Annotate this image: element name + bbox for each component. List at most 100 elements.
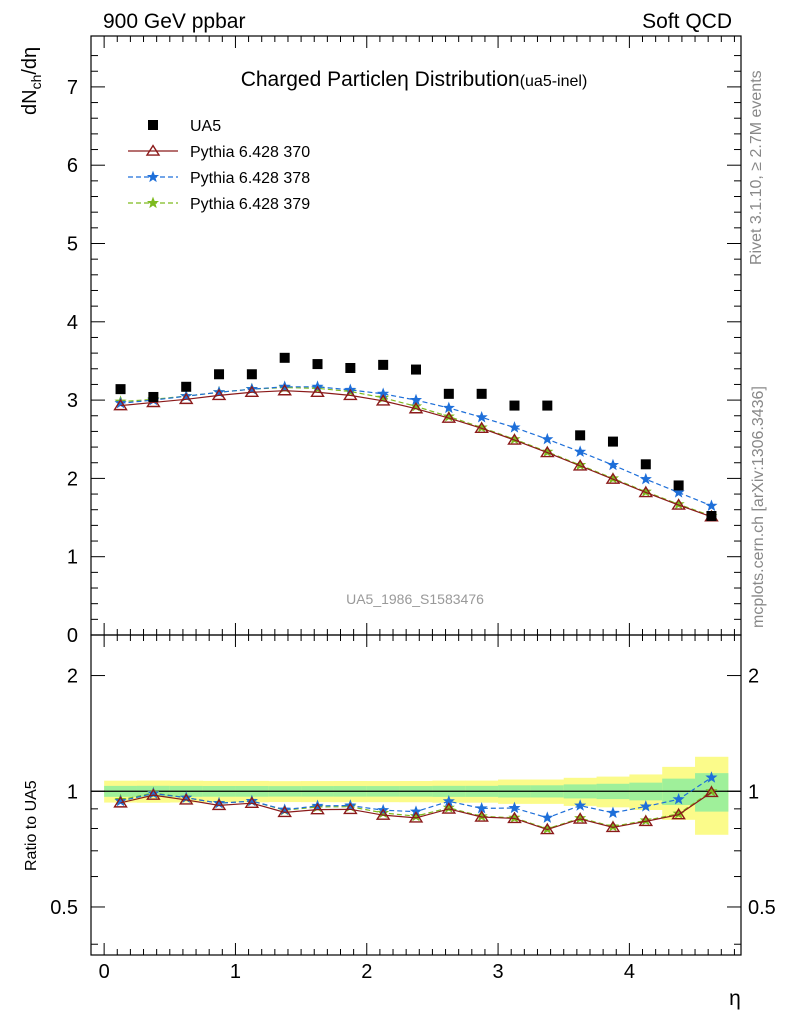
ratio-tick-label-left: 1 <box>67 781 78 803</box>
ratio-point-2 <box>475 810 488 822</box>
legend-label-2: Pythia 6.428 379 <box>190 196 310 213</box>
y-tick-label: 6 <box>67 155 78 177</box>
series-point-0 <box>474 421 489 434</box>
ratio-point-0 <box>704 785 719 798</box>
ratio-point-0 <box>540 822 555 835</box>
chart-title: Charged Particleη Distribution(ua5-inel) <box>241 68 588 91</box>
data-point <box>378 359 389 370</box>
ratio-point-2 <box>606 820 620 832</box>
series-point-0 <box>605 472 621 484</box>
ratio-y-axis-label: Ratio to UA5 <box>23 780 40 871</box>
series-point-0 <box>572 459 588 471</box>
x-tick-label: 1 <box>230 961 241 983</box>
y-tick-label: 5 <box>67 233 78 255</box>
series-point-1 <box>672 486 685 498</box>
axes: 0 1 2 3 4 0 1 2 3 4 5 6 7 0.5 0.5 1 1 2 2 <box>50 35 776 983</box>
series-point-0 <box>375 394 391 406</box>
data-point <box>476 388 487 399</box>
series-point-1 <box>574 445 587 457</box>
ratio-point-2 <box>574 811 587 824</box>
ratio-point-0 <box>507 811 522 824</box>
series-point-2 <box>508 432 521 445</box>
main-panel <box>113 352 719 522</box>
y-tick-label: 1 <box>67 547 78 569</box>
x-tick-label: 4 <box>624 961 635 983</box>
series-point-2 <box>442 410 455 422</box>
data-point <box>575 430 586 441</box>
y-tick-label: 0 <box>67 625 78 647</box>
ratio-point-0 <box>244 796 260 808</box>
ratio-point-0 <box>375 808 391 820</box>
x-tick-label: 0 <box>99 961 110 983</box>
series-point-0 <box>113 398 128 411</box>
ratio-point-1 <box>147 787 160 799</box>
data-point <box>148 391 159 402</box>
legend: UA5 Pythia 6.428 370 Pythia 6.428 378 Pythi… <box>128 118 310 213</box>
series-point-1 <box>541 432 554 445</box>
ratio-tick-label-left: 0.5 <box>50 897 78 919</box>
legend-label-0: Pythia 6.428 370 <box>190 144 310 161</box>
ratio-point-0 <box>638 814 654 827</box>
series-point-0 <box>441 411 457 423</box>
ratio-point-0 <box>211 798 227 811</box>
series-point-1 <box>180 389 193 402</box>
series-point-0 <box>244 385 260 398</box>
ratio-point-2 <box>541 822 554 834</box>
x-axis-label: η <box>729 987 741 1010</box>
y-tick-label: 7 <box>67 77 78 99</box>
series-point-1 <box>212 385 226 398</box>
y-tick-label: 4 <box>67 312 78 334</box>
ratio-point-0 <box>474 810 489 822</box>
data-point <box>312 359 323 370</box>
legend-marker-1 <box>146 170 160 183</box>
data-point <box>115 384 126 395</box>
data-point <box>509 400 520 411</box>
data-point <box>345 362 356 373</box>
legend-label-1: Pythia 6.428 378 <box>190 170 310 187</box>
series-point-0 <box>310 385 325 398</box>
series-point-2 <box>574 458 587 471</box>
ratio-frame <box>90 634 742 956</box>
ratio-point-0 <box>605 820 621 833</box>
series-point-0 <box>638 485 654 498</box>
series-point-0 <box>408 402 424 414</box>
y-tick-label: 2 <box>67 468 78 490</box>
ratio-point-1 <box>606 806 620 819</box>
series-point-0 <box>540 445 555 458</box>
series-point-0 <box>507 433 522 445</box>
series-point-1 <box>639 472 652 485</box>
ratio-tick-label-left: 2 <box>67 666 78 688</box>
ratio-point-1 <box>508 801 521 814</box>
ratio-point-2 <box>705 784 718 797</box>
series-point-0 <box>671 498 686 510</box>
series-point-0 <box>178 392 194 405</box>
ratio-point-0 <box>343 802 358 815</box>
y-axis-label: dNch/dη <box>19 47 44 115</box>
mcplots-label: mcplots.cern.ch [arXiv:1306.3436] <box>750 386 767 628</box>
ratio-line-0 <box>120 791 712 831</box>
series-point-2 <box>377 391 390 403</box>
header-left: 900 GeV ppbar <box>103 10 245 33</box>
data-point <box>640 459 651 470</box>
x-tick-label: 2 <box>361 961 372 983</box>
y-tick-label: 3 <box>67 390 78 412</box>
ratio-point-1 <box>409 805 423 817</box>
series-point-2 <box>639 485 652 497</box>
data-point <box>443 388 454 399</box>
series-point-0 <box>343 388 358 401</box>
ratio-point-0 <box>310 802 325 815</box>
data-point <box>411 364 421 375</box>
rivet-label: Rivet 3.1.10, ≥ 2.7M events <box>748 70 765 265</box>
x-tick-label: 3 <box>493 961 504 983</box>
data-point <box>246 369 257 380</box>
data-point <box>279 352 290 363</box>
ratio-point-2 <box>508 811 521 823</box>
ratio-point-0 <box>277 805 292 818</box>
series-point-2 <box>606 472 620 484</box>
series-point-0 <box>277 383 292 396</box>
analysis-watermark: UA5_1986_S1583476 <box>346 591 484 607</box>
legend-label-data: UA5 <box>190 118 221 135</box>
series-line-0 <box>120 390 712 518</box>
